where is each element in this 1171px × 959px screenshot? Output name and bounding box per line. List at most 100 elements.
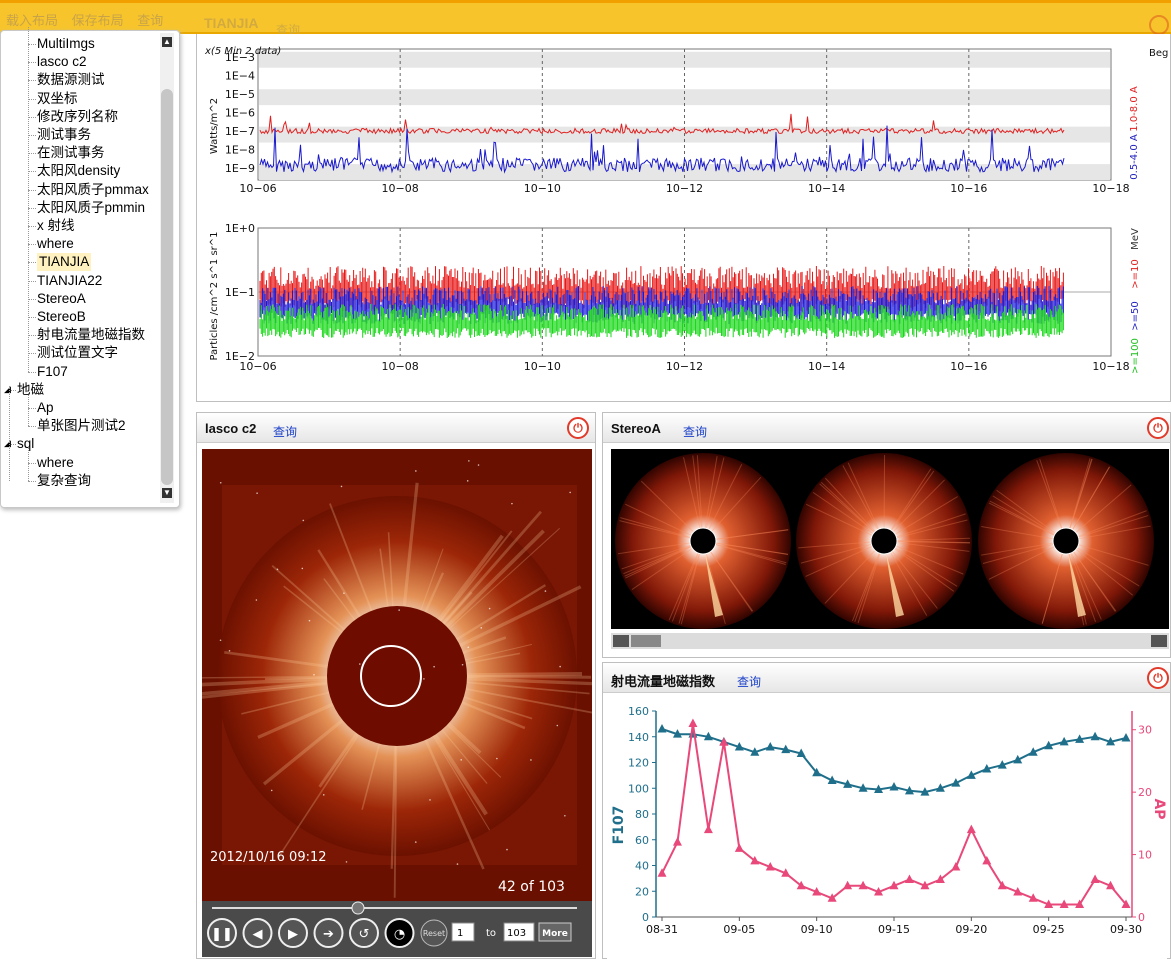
tree-item[interactable]: 修改序列名称 xyxy=(37,108,118,124)
tree-item[interactable]: sql xyxy=(17,436,35,452)
tree-item[interactable]: MultiImgs xyxy=(37,36,95,51)
tree-item[interactable]: StereoB xyxy=(37,309,86,324)
tree-item[interactable]: 地磁 xyxy=(17,381,44,397)
data-point xyxy=(1028,893,1038,902)
tree-scrollbar[interactable]: ▲ ▼ xyxy=(160,33,174,503)
tree-item[interactable]: 复杂查询 xyxy=(37,472,91,488)
scroll-up-icon[interactable]: ▲ xyxy=(162,37,172,47)
reset-label: Reset xyxy=(423,929,445,938)
power-icon[interactable] xyxy=(1149,15,1169,35)
y-left-tick-label: 40 xyxy=(635,860,649,873)
tree-item[interactable]: 测试事务 xyxy=(37,127,91,142)
tree-item[interactable]: 双坐标 xyxy=(37,90,78,106)
x-tick-label: 10−12 xyxy=(666,360,703,373)
tree-connector xyxy=(28,426,36,428)
step-forward-icon-glyph: ▶ xyxy=(288,927,298,942)
panel-title: TIANJIA xyxy=(204,15,259,31)
expand-arrow-icon[interactable]: ◢ xyxy=(4,383,11,394)
f107-query-link[interactable]: 查询 xyxy=(737,675,762,689)
data-point xyxy=(1090,731,1100,741)
loop-icon[interactable] xyxy=(349,918,379,948)
tree-item[interactable]: 太阳风density xyxy=(37,163,121,179)
to-label: to xyxy=(486,928,496,939)
f107-panel: 射电流量地磁指数 查询 ⏻ 0 20 40 60 80 100 120 140 160 0 10 20… xyxy=(602,662,1171,959)
tree-item[interactable]: 太阳风质子pmmin xyxy=(37,199,146,215)
legend-label: >=100 xyxy=(1130,338,1141,374)
tree-item[interactable]: 射电流量地磁指数 xyxy=(37,327,145,343)
pause-icon[interactable] xyxy=(207,918,237,948)
tree-item[interactable]: Ap xyxy=(37,400,54,415)
scroll-thumb[interactable] xyxy=(631,635,661,647)
tree-item[interactable]: 太阳风质子pmmax xyxy=(37,181,149,197)
tree-item[interactable]: where xyxy=(37,236,74,252)
lasco-header: lasco c2 查询 ⏻ xyxy=(197,413,595,443)
expand-arrow-icon[interactable]: ◢ xyxy=(4,438,11,449)
scroll-down-icon[interactable]: ▼ xyxy=(162,488,172,498)
horizontal-scrollbar[interactable] xyxy=(611,633,1169,649)
scroll-left-icon[interactable] xyxy=(613,635,629,647)
tree-item[interactable]: TIANJIA xyxy=(37,253,92,272)
stereoa-query-link[interactable]: 查询 xyxy=(683,425,708,439)
data-point xyxy=(827,893,837,902)
tree-connector xyxy=(28,335,36,337)
tree-connector xyxy=(28,280,36,282)
playback-slider-knob[interactable] xyxy=(351,901,365,915)
power-icon[interactable]: ⏻ xyxy=(567,417,589,439)
power-icon[interactable]: ⏻ xyxy=(1147,417,1169,439)
data-point xyxy=(781,744,791,754)
more-button[interactable] xyxy=(538,922,572,942)
tree-item[interactable]: where xyxy=(37,454,74,470)
tree-item[interactable]: TIANJIA22 xyxy=(37,272,103,288)
query-menu[interactable]: 查询 xyxy=(137,13,164,28)
power-icon[interactable]: ⏻ xyxy=(1147,667,1169,689)
tree-item[interactable]: 数据源测试 xyxy=(37,72,105,88)
tree-connector xyxy=(28,80,36,82)
stereo-image-strip xyxy=(611,449,1169,649)
data-point xyxy=(904,874,914,884)
x-tick-label: 10−18 xyxy=(1092,360,1129,373)
y-left-tick-label: 140 xyxy=(628,731,649,744)
x-tick-label: 09-20 xyxy=(955,923,987,936)
next-icon[interactable] xyxy=(313,918,344,948)
data-point xyxy=(672,729,682,738)
from-frame-input[interactable] xyxy=(451,922,475,942)
data-point xyxy=(734,843,744,852)
data-point xyxy=(843,779,853,788)
legend-label: >=10 xyxy=(1130,259,1141,288)
legend-label: 0.5-4.0 A xyxy=(1129,134,1140,180)
y-left-tick-label: 160 xyxy=(628,705,649,718)
tree-item[interactable]: 测试位置文字 xyxy=(37,345,118,361)
scroll-thumb[interactable] xyxy=(161,89,173,485)
tree-item[interactable]: x 射线 xyxy=(37,218,75,233)
xray-short-series xyxy=(259,125,1065,174)
save-layout-menu[interactable]: 保存布局 xyxy=(71,13,124,28)
loop-icon-glyph: ↺ xyxy=(359,927,370,942)
data-point xyxy=(812,887,822,896)
lasco-query-link[interactable]: 查询 xyxy=(273,425,298,439)
stereoa-header: StereoA 查询 ⏻ xyxy=(603,413,1170,443)
tree-item[interactable]: StereoA xyxy=(37,290,86,306)
data-point xyxy=(1106,880,1116,890)
tree-connector xyxy=(28,44,36,45)
load-layout-menu[interactable]: 载入布局 xyxy=(6,13,59,28)
data-point xyxy=(997,760,1007,769)
tree-item[interactable]: 单张图片测试2 xyxy=(37,418,126,434)
proton-100mev-series xyxy=(259,304,1064,338)
y-tick-label: 1E−5 xyxy=(225,88,255,101)
legend-label: 1.0-8.0 A xyxy=(1129,86,1140,132)
reset-button[interactable] xyxy=(420,919,448,947)
tree-item[interactable]: F107 xyxy=(37,363,68,379)
step-forward-icon[interactable] xyxy=(278,918,308,948)
tree-item[interactable]: 在测试事务 xyxy=(37,145,105,161)
data-point xyxy=(1059,899,1069,909)
step-back-icon[interactable] xyxy=(242,918,273,948)
panel-query-link[interactable]: 查询 xyxy=(276,23,301,37)
tree-item[interactable]: lasco c2 xyxy=(37,54,87,70)
rotate-icon[interactable] xyxy=(384,918,415,948)
tree-connector xyxy=(28,153,36,155)
to-frame-input[interactable] xyxy=(503,922,535,942)
tree-connector xyxy=(8,389,16,391)
x-tick-label: 10−10 xyxy=(524,360,561,373)
scroll-right-icon[interactable] xyxy=(1151,635,1167,647)
step-back-icon-glyph: ◀ xyxy=(253,927,263,942)
